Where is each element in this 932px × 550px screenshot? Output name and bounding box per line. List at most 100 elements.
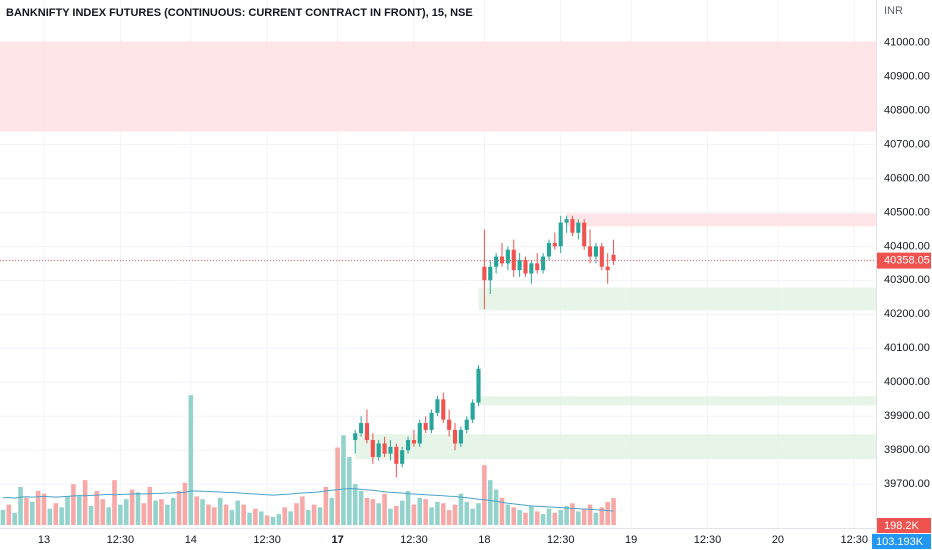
volume-bar xyxy=(47,508,53,525)
candle-body xyxy=(535,263,540,271)
y-tick-label: 40100.00 xyxy=(884,342,930,354)
volume-bar xyxy=(159,499,164,525)
volume-bar xyxy=(135,492,141,525)
volume-bar xyxy=(581,508,587,525)
volume-bar xyxy=(382,493,387,525)
volume-bar xyxy=(41,493,47,525)
chart-title: BANKNIFTY INDEX FUTURES (CONTINUOUS: CUR… xyxy=(6,7,473,19)
y-tick-label: 39800.00 xyxy=(884,444,930,456)
candles xyxy=(0,215,876,478)
volume-bar xyxy=(106,507,111,525)
volume-bar xyxy=(18,486,23,525)
volume-bar xyxy=(288,511,293,525)
volume-bar xyxy=(206,504,211,525)
candle-body xyxy=(429,412,434,430)
volume-bar xyxy=(24,497,29,525)
x-tick-label: 12:30 xyxy=(694,534,722,546)
volume-bar xyxy=(200,499,205,525)
volume-bar xyxy=(552,512,558,525)
volume-bar xyxy=(188,395,194,525)
candle-body xyxy=(488,266,493,281)
volume-ma-line xyxy=(2,488,614,512)
volume-bar xyxy=(247,512,252,525)
volume-bar xyxy=(112,480,117,525)
volume-bar xyxy=(276,514,282,525)
zone xyxy=(478,396,876,406)
volume-bar xyxy=(59,507,64,525)
candle-body xyxy=(370,440,375,458)
volume-bar xyxy=(499,497,505,525)
volume-bar xyxy=(446,510,452,525)
volume-bar xyxy=(229,510,235,525)
volume-bar xyxy=(212,507,217,525)
x-tick-label: 12:30 xyxy=(547,534,575,546)
candle-body xyxy=(558,222,563,247)
x-tick-label: 12:30 xyxy=(400,534,428,546)
volume-bar xyxy=(534,511,540,525)
volume-bar xyxy=(599,507,605,525)
volume-bar xyxy=(440,503,446,525)
candle-body xyxy=(400,450,405,464)
candle-body xyxy=(611,254,616,261)
candle-body xyxy=(499,256,505,264)
candle-body xyxy=(447,419,452,430)
last-price-box xyxy=(877,252,931,269)
currency: INR xyxy=(884,5,903,17)
volume-bar xyxy=(587,504,593,525)
volume-bar xyxy=(523,512,528,525)
x-tick-label: 12:30 xyxy=(253,534,281,546)
volume-bar xyxy=(123,499,129,525)
y-tick-label: 40900.00 xyxy=(884,70,930,82)
volume-bar xyxy=(417,497,423,525)
zone xyxy=(478,287,876,311)
volume-bar xyxy=(282,507,288,525)
volume-bar xyxy=(347,457,352,525)
volume-bar xyxy=(388,508,393,525)
candle-body xyxy=(411,440,416,444)
volume-bar xyxy=(141,503,147,525)
y-tick-label: 40600.00 xyxy=(884,172,930,184)
volume-ma-label: 103.193K xyxy=(876,536,924,548)
candle-body xyxy=(529,263,534,274)
y-tick-label: 40400.00 xyxy=(884,240,930,252)
volume-bar xyxy=(176,491,182,525)
candle-body xyxy=(452,429,458,444)
candle-body xyxy=(423,423,428,430)
candle-body xyxy=(388,446,393,454)
candle-body xyxy=(564,219,569,223)
volume-bar xyxy=(335,447,340,525)
volume-ma-box xyxy=(872,534,931,549)
volume-bar xyxy=(487,480,493,525)
volume-bar xyxy=(264,515,270,525)
volume-bar xyxy=(147,486,153,525)
candle-body xyxy=(588,246,593,257)
volume-bar xyxy=(241,504,246,525)
volume xyxy=(0,395,616,525)
candle-body xyxy=(552,242,557,247)
volume-last-label: 198.2K xyxy=(884,520,920,532)
candle-body xyxy=(582,222,587,247)
volume-bar xyxy=(517,510,522,525)
volume-bar xyxy=(71,484,76,525)
volume-bar xyxy=(30,501,35,525)
volume-bar xyxy=(194,496,199,525)
volume-bar xyxy=(540,514,546,525)
volume-bar xyxy=(423,499,428,525)
volume-bar xyxy=(82,480,88,525)
zones xyxy=(0,41,876,460)
y-tick-label: 40800.00 xyxy=(884,104,930,116)
volume-bar xyxy=(458,493,464,525)
volume-bar xyxy=(165,504,170,525)
candle-body xyxy=(605,266,610,271)
candle-body xyxy=(593,246,598,257)
x-tick-label: 12:30 xyxy=(841,534,869,546)
y-tick-label: 40500.00 xyxy=(884,206,930,218)
volume-bar xyxy=(270,516,276,525)
candle-body xyxy=(576,222,581,233)
volume-bar xyxy=(294,503,299,525)
volume-bar xyxy=(317,507,323,525)
volume-bar xyxy=(482,465,487,525)
volume-bar xyxy=(546,508,552,525)
